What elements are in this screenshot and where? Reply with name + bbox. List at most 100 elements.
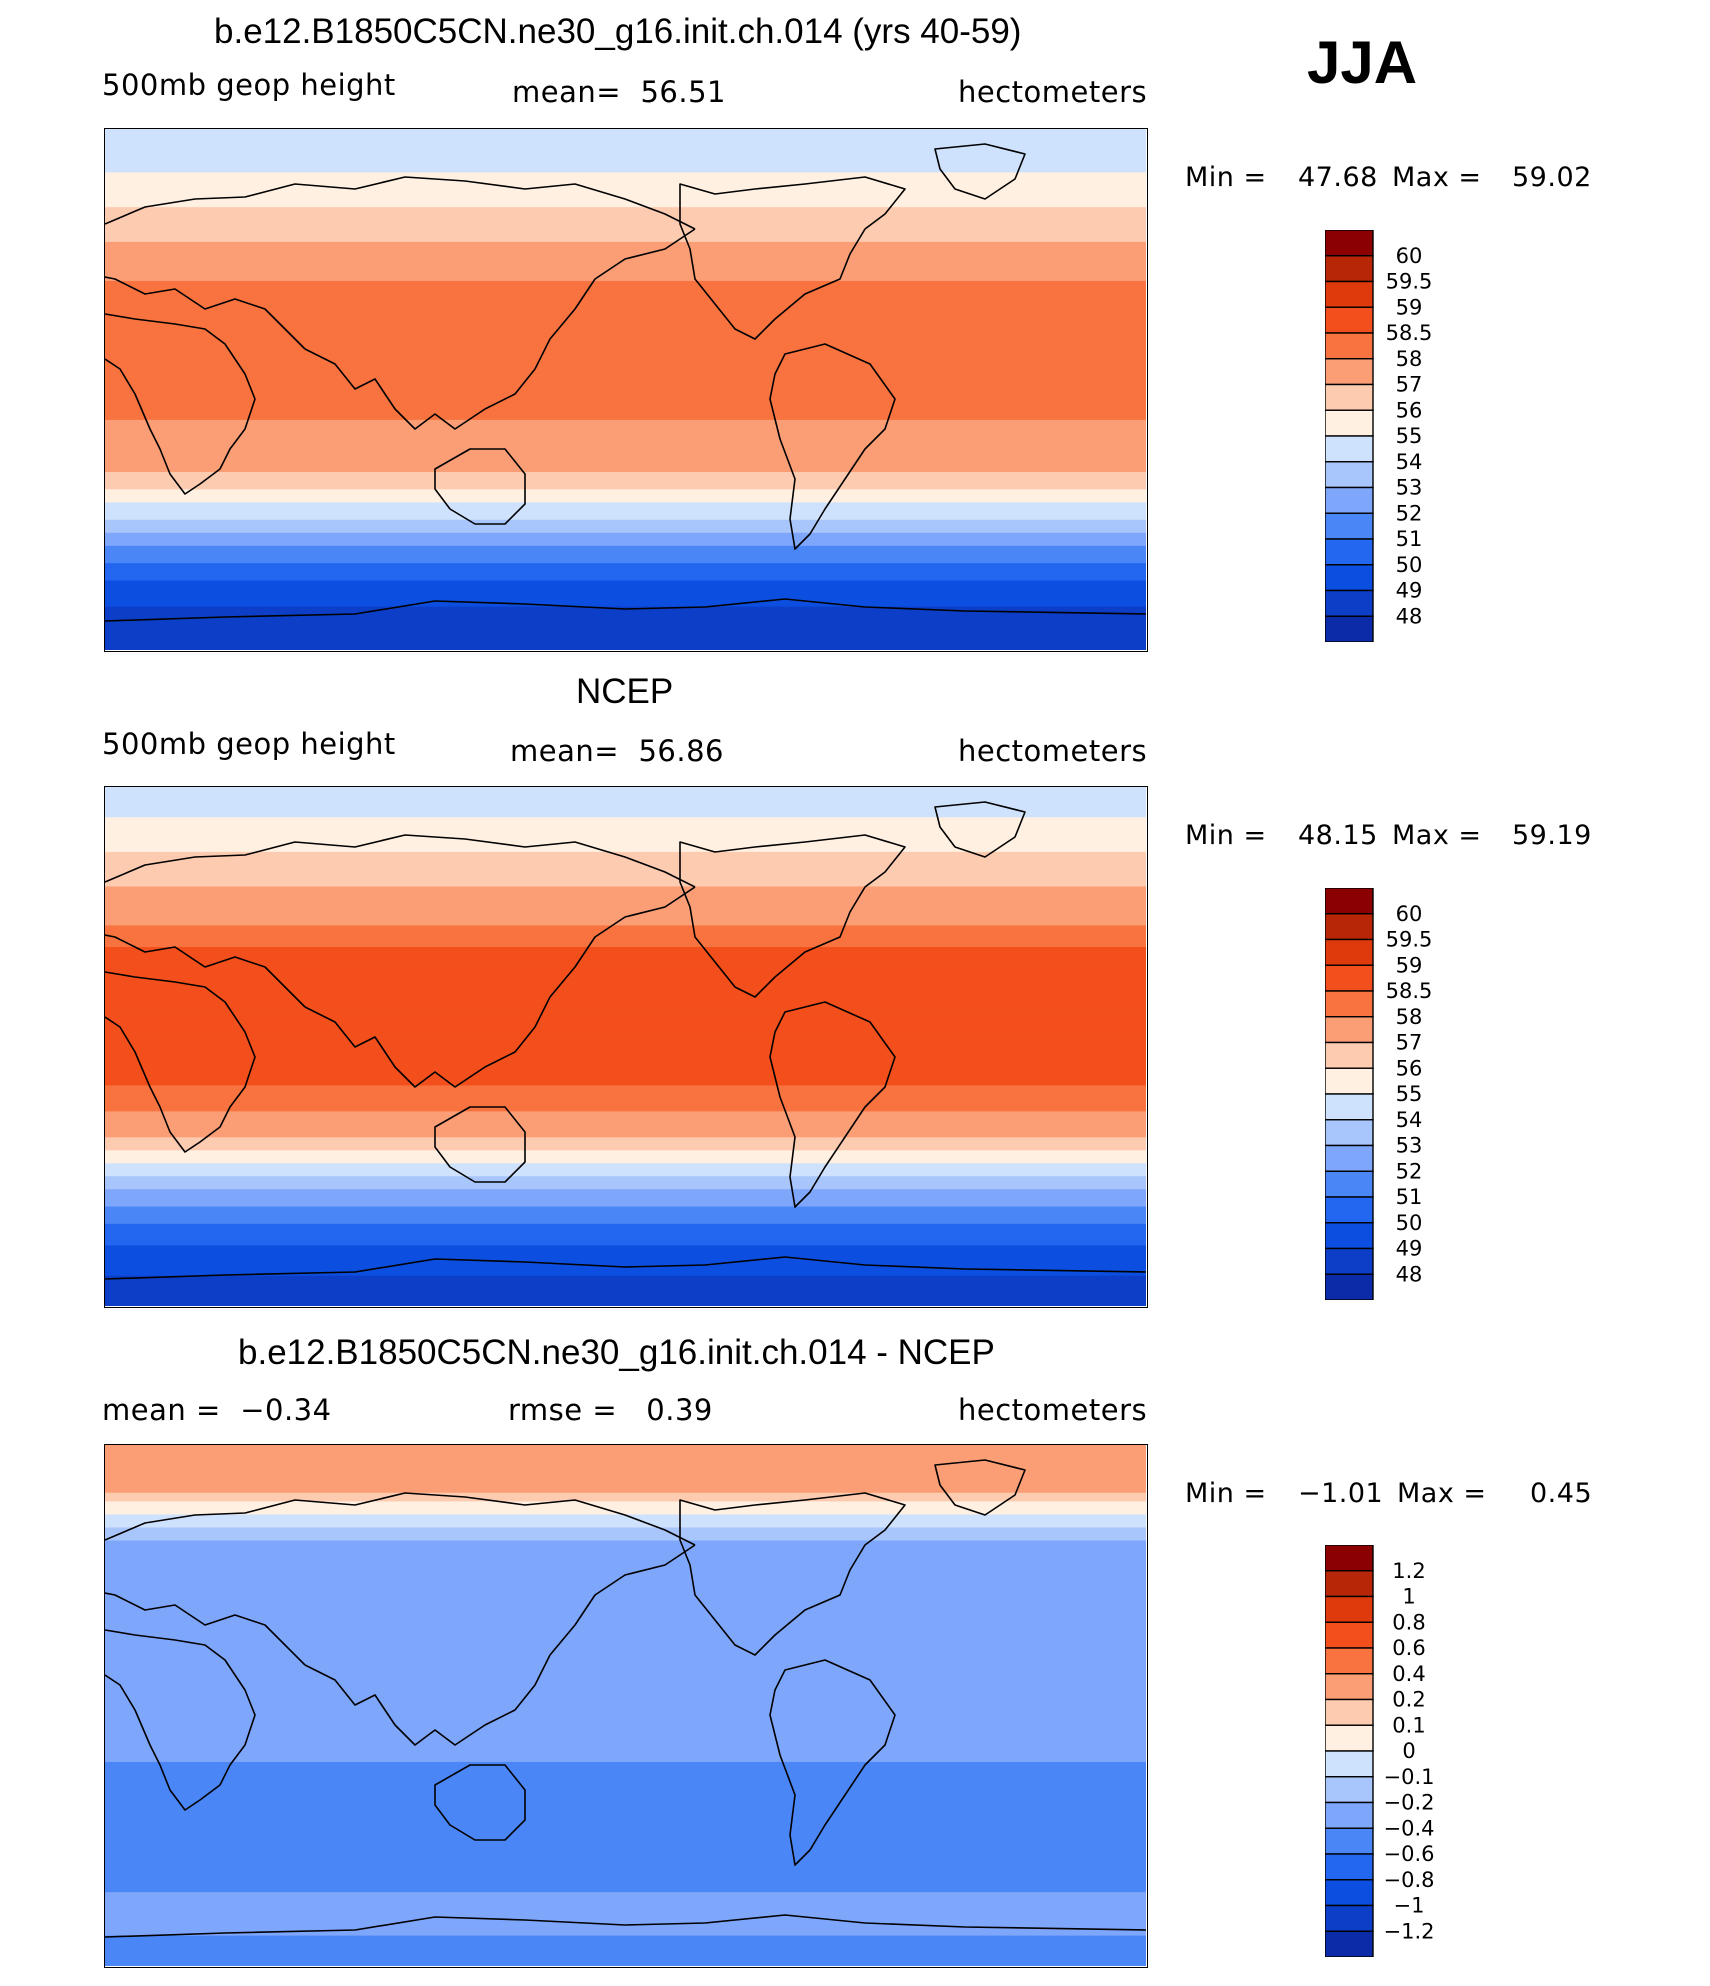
- contour-band: [105, 1627, 1146, 1633]
- contour-band: [105, 1297, 1146, 1303]
- contour-band: [105, 1128, 1146, 1134]
- contour-band: [105, 645, 1146, 650]
- contour-band: [105, 1171, 1146, 1177]
- contour-band: [105, 1445, 1146, 1450]
- colorbar-tick-label: 52: [1396, 1159, 1423, 1183]
- contour-band: [105, 821, 1146, 827]
- coastline: [434, 448, 526, 525]
- contour-band: [105, 1262, 1146, 1268]
- colorbar-tick-label: −0.2: [1384, 1791, 1435, 1815]
- contour-band: [105, 1766, 1146, 1772]
- coastline: [105, 176, 696, 230]
- contour-band: [105, 947, 1146, 952]
- contour-band: [105, 1792, 1146, 1798]
- contour-band: [105, 1020, 1146, 1026]
- contour-band: [105, 563, 1146, 569]
- contour-band: [105, 1145, 1146, 1151]
- contour-band: [105, 1761, 1146, 1767]
- contour-band: [105, 1701, 1146, 1707]
- contour-band: [105, 830, 1146, 836]
- colorbar-box: [1324, 964, 1374, 992]
- panel3-max-label: Max =: [1397, 1478, 1487, 1509]
- contour-band: [105, 1562, 1146, 1568]
- contour-band: [105, 1497, 1146, 1503]
- contour-band: [105, 1124, 1146, 1130]
- contour-band: [105, 1948, 1146, 1954]
- panel3-min-label: Min =: [1185, 1478, 1267, 1509]
- colorbar-tick-label: 55: [1396, 424, 1423, 448]
- contour-band: [105, 1449, 1146, 1455]
- panel2-field-label: 500mb geop height: [102, 727, 396, 761]
- contour-band: [105, 1042, 1146, 1048]
- contour-band: [105, 1523, 1146, 1529]
- colorbar-tick-label: 60: [1396, 244, 1423, 268]
- colorbar-tick-label: 57: [1396, 1031, 1423, 1055]
- colorbar-tick-label: 0.8: [1392, 1610, 1425, 1634]
- coastline: [679, 176, 906, 340]
- colorbar-tick-label: −1: [1394, 1894, 1425, 1918]
- contour-band: [105, 228, 1146, 234]
- contour-band: [105, 1068, 1146, 1074]
- contour-band: [105, 1544, 1146, 1550]
- panel1-max-label: Max =: [1392, 162, 1482, 193]
- contour-band: [105, 589, 1146, 595]
- contour-band: [105, 1258, 1146, 1264]
- contour-band: [105, 1540, 1146, 1546]
- contour-band: [105, 1835, 1146, 1841]
- contour-band: [105, 1059, 1146, 1065]
- contour-band: [105, 619, 1146, 625]
- contour-band: [105, 921, 1146, 926]
- colorbar-box: [1324, 1879, 1374, 1907]
- contour-band: [105, 1605, 1146, 1611]
- colorbar-box: [1324, 1570, 1374, 1598]
- panel1-units-label: hectometers: [958, 75, 1148, 109]
- contour-band: [105, 1939, 1146, 1945]
- contour-band: [105, 1137, 1146, 1143]
- contour-band: [105, 1249, 1146, 1255]
- contour-band: [105, 550, 1146, 556]
- contour-band: [105, 1241, 1146, 1247]
- coastline: [105, 1592, 306, 1666]
- colorbar-tick-label: 60: [1396, 902, 1423, 926]
- contour-band: [105, 1848, 1146, 1854]
- contour-band: [105, 851, 1146, 857]
- contour-band: [105, 925, 1146, 931]
- contour-band: [105, 1909, 1146, 1915]
- panel2-map: [104, 786, 1148, 1308]
- contour-band: [105, 1857, 1146, 1863]
- contour-band: [105, 1072, 1146, 1078]
- contour-band: [105, 1783, 1146, 1789]
- colorbar-box: [1324, 383, 1374, 411]
- contour-band: [105, 934, 1146, 939]
- panel2-max-label: Max =: [1392, 820, 1482, 851]
- contour-band: [105, 1727, 1146, 1733]
- contour-band: [105, 964, 1146, 970]
- contour-band: [105, 1284, 1146, 1290]
- colorbar-tick-label: 58.5: [1386, 321, 1433, 345]
- colorbar-tick-label: 49: [1396, 579, 1423, 603]
- contour-band: [105, 350, 1146, 356]
- contour-band: [105, 298, 1146, 304]
- contour-band: [105, 1076, 1146, 1082]
- contour-band: [105, 537, 1146, 543]
- contour-band: [105, 285, 1146, 291]
- contour-band: [105, 1557, 1146, 1563]
- contour-band: [105, 791, 1146, 797]
- contour-band: [105, 1254, 1146, 1260]
- contour-band: [105, 1609, 1146, 1615]
- contour-band: [105, 1583, 1146, 1589]
- panel2-min-label: Min =: [1185, 820, 1267, 851]
- contour-band: [105, 363, 1146, 369]
- contour-band: [105, 333, 1146, 338]
- colorbar-tick-label: 0.2: [1392, 1688, 1425, 1712]
- contour-band: [105, 951, 1146, 957]
- colorbar-tick-label: 51: [1396, 527, 1423, 551]
- contour-band: [105, 1779, 1146, 1785]
- contour-band: [105, 1618, 1146, 1624]
- contour-band: [105, 1167, 1146, 1173]
- contour-band: [105, 1176, 1146, 1182]
- contour-band: [105, 1818, 1146, 1824]
- contour-band: [105, 990, 1146, 996]
- colorbar-tick-label: 0.4: [1392, 1662, 1425, 1686]
- contour-band: [105, 567, 1146, 573]
